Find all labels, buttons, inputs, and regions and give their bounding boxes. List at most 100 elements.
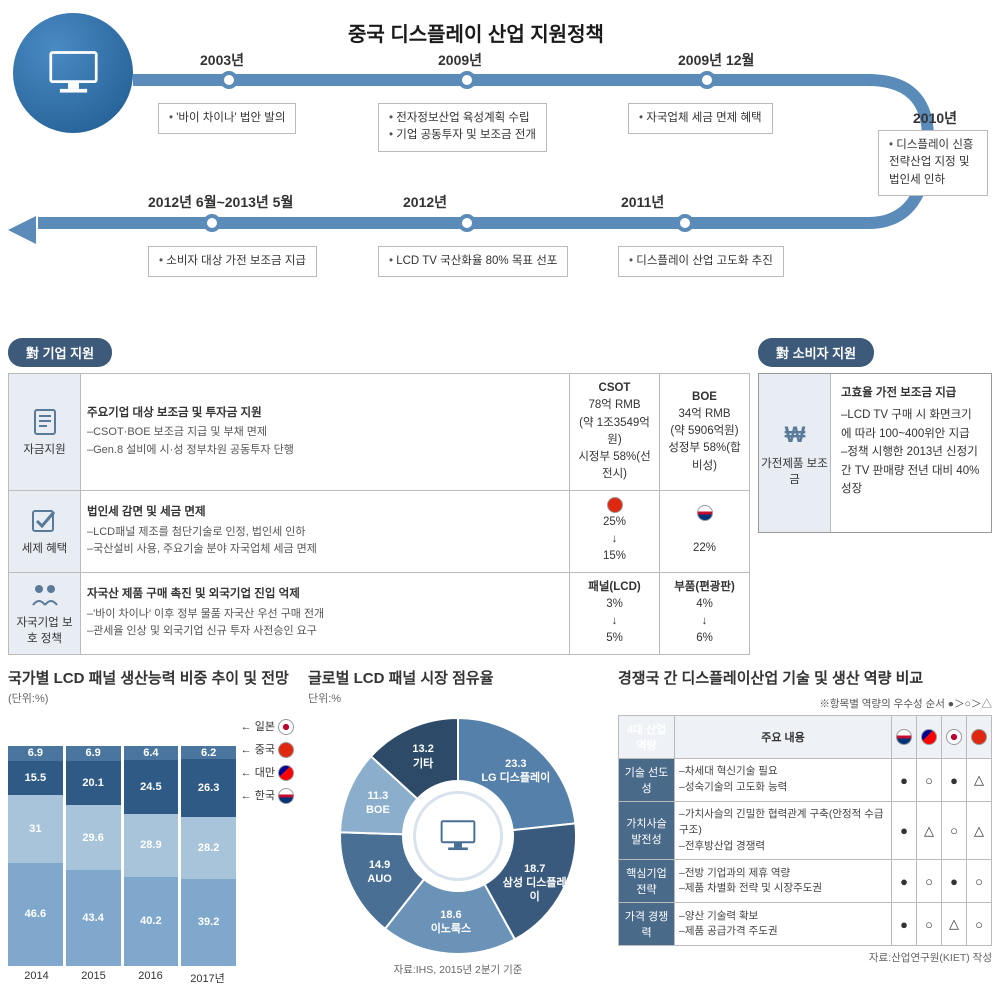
compare-title: 경쟁국 간 디스플레이산업 기술 및 생산 역량 비교 <box>618 669 992 689</box>
compare-symbol: ● <box>892 759 917 802</box>
support-category: 세제 혜택 <box>9 490 81 572</box>
bar-segment: 20.1 <box>66 761 121 805</box>
compare-flag-head <box>892 716 917 759</box>
bar-segment: 39.2 <box>181 879 236 965</box>
timeline-arrow <box>8 216 36 244</box>
bar-year-label: 2014 <box>8 970 65 986</box>
corp-tag: 對 기업 지원 <box>8 338 112 367</box>
check-icon <box>29 505 61 537</box>
bar-column: 40.228.924.56.4 <box>124 746 179 966</box>
compare-row-content: –양산 기술력 확보–제품 공급가격 주도권 <box>675 903 892 946</box>
doc-icon <box>29 406 61 438</box>
timeline-year: 2003년 <box>200 50 244 70</box>
bar-segment: 6.9 <box>8 746 63 761</box>
flag-icon <box>278 788 294 804</box>
compare-symbol: ○ <box>942 802 967 860</box>
compare-symbol: ● <box>942 860 967 903</box>
timeline-box: 자국업체 세금 면제 혜택 <box>628 103 773 134</box>
timeline-year: 2009년 <box>438 50 482 70</box>
timeline-node <box>458 71 476 89</box>
consumer-category: ₩가전제품 보조금 <box>759 374 831 532</box>
compare-symbol: ○ <box>917 759 942 802</box>
bar-segment: 26.3 <box>181 759 236 817</box>
support-category: 자금지원 <box>9 374 81 491</box>
legend-item: ← 대만 <box>241 762 294 785</box>
compare-flag-head <box>942 716 967 759</box>
bar-year-label: 2016 <box>122 970 179 986</box>
compare-row-cat: 핵심기업 전략 <box>619 860 675 903</box>
support-value: BOE34억 RMB(약 5906억원)성정부 58%(합비성) <box>660 374 750 491</box>
compare-row-content: –전방 기업과의 제휴 역량–제품 차별화 전략 및 시장주도권 <box>675 860 892 903</box>
stacked-title: 국가별 LCD 패널 생산능력 비중 추이 및 전망(단위:%) <box>8 669 298 708</box>
flag-icon <box>971 729 987 745</box>
bar-segment: 43.4 <box>66 870 121 965</box>
bar-year-label: 2017년 <box>179 970 236 986</box>
corporate-support: 對 기업 지원 자금지원주요기업 대상 보조금 및 투자금 지원–CSOT·BO… <box>8 338 750 655</box>
support-value: 부품(편광판)4%↓6% <box>660 572 750 654</box>
support-detail: 법인세 감면 및 세금 면제–LCD패널 제조를 첨단기술로 인정, 법인세 인… <box>81 490 570 572</box>
timeline: 중국 디스플레이 산업 지원정책 2003년'바이 차이나' 법안 발의2009… <box>8 8 992 328</box>
support-row: 對 기업 지원 자금지원주요기업 대상 보조금 및 투자금 지원–CSOT·BO… <box>8 338 992 655</box>
support-detail: 주요기업 대상 보조금 및 투자금 지원–CSOT·BOE 보조금 지급 및 부… <box>81 374 570 491</box>
support-detail: 자국산 제품 구매 촉진 및 외국기업 진입 억제–'바이 차이나' 이후 정부… <box>81 572 570 654</box>
timeline-year: 2012년 <box>403 192 447 212</box>
svg-text:₩: ₩ <box>784 422 805 447</box>
compare-panel: 경쟁국 간 디스플레이산업 기술 및 생산 역량 비교 ※항목별 역량의 우수성… <box>618 669 992 986</box>
compare-row-cat: 가치사슬 발전성 <box>619 802 675 860</box>
legend-item: ← 일본 <box>241 716 294 739</box>
compare-symbol: ● <box>892 903 917 946</box>
flag-icon <box>278 719 294 735</box>
flag-icon <box>607 497 623 513</box>
bar-segment: 6.9 <box>66 746 121 761</box>
timeline-year: 2009년 12월 <box>678 50 754 70</box>
consumer-tag: 對 소비자 지원 <box>758 338 874 367</box>
compare-content-head: 주요 내용 <box>675 716 892 759</box>
bar-segment: 31 <box>8 795 63 863</box>
support-value: 25%↓15% <box>570 490 660 572</box>
compare-row-content: –차세대 혁신기술 필요–성숙기술의 고도화 능력 <box>675 759 892 802</box>
compare-symbol: △ <box>967 802 992 860</box>
compare-symbol: ○ <box>917 903 942 946</box>
consumer-support: 對 소비자 지원 ₩가전제품 보조금고효율 가전 보조금 지급–LCD TV 구… <box>758 338 992 655</box>
compare-legend: ※항목별 역량의 우수성 순서 ●＞○＞△ <box>618 696 992 711</box>
support-value: 패널(LCD)3%↓5% <box>570 572 660 654</box>
flag-icon <box>946 729 962 745</box>
bar-column: 46.63115.56.9 <box>8 746 63 966</box>
compare-row-content: –가치사슬의 긴밀한 협력관계 구축(안정적 수급구조)–전후방산업 경쟁력 <box>675 802 892 860</box>
consumer-detail: 고효율 가전 보조금 지급–LCD TV 구매 시 화면크기에 따라 100~4… <box>831 374 991 532</box>
compare-row-cat: 가격 경쟁력 <box>619 903 675 946</box>
flag-icon <box>278 742 294 758</box>
bottom-row: 국가별 LCD 패널 생산능력 비중 추이 및 전망(단위:%) 46.6311… <box>8 669 992 986</box>
bar-year-label: 2015 <box>65 970 122 986</box>
compare-symbol: ● <box>892 860 917 903</box>
compare-source: 자료:산업연구원(KIET) 작성 <box>618 950 992 965</box>
timeline-box: 전자정보산업 육성계획 수립기업 공동투자 및 보조금 전개 <box>378 103 547 152</box>
bar-segment: 46.6 <box>8 863 63 966</box>
timeline-box: '바이 차이나' 법안 발의 <box>158 103 296 134</box>
donut-title: 글로벌 LCD 패널 시장 점유율단위:% <box>308 669 608 708</box>
flag-icon <box>896 729 912 745</box>
timeline-box: LCD TV 국산화율 80% 목표 선포 <box>378 246 568 277</box>
bar-segment: 28.9 <box>124 814 179 878</box>
flag-icon <box>697 505 713 521</box>
flag-icon <box>278 765 294 781</box>
bar-segment: 28.2 <box>181 817 236 879</box>
legend-item: ← 중국 <box>241 739 294 762</box>
bar-segment: 6.4 <box>124 746 179 760</box>
compare-symbol: ● <box>942 759 967 802</box>
timeline-box: 소비자 대상 가전 보조금 지급 <box>148 246 317 277</box>
compare-symbol: ○ <box>967 903 992 946</box>
timeline-box: 디스플레이 신흥전략산업 지정 및 법인세 인하 <box>878 130 988 196</box>
timeline-year: 2011년 <box>621 192 664 212</box>
donut-center-icon <box>413 791 503 881</box>
bar-segment: 15.5 <box>8 761 63 795</box>
bar-segment: 40.2 <box>124 877 179 965</box>
stacked-bar-panel: 국가별 LCD 패널 생산능력 비중 추이 및 전망(단위:%) 46.6311… <box>8 669 298 986</box>
support-value: 22% <box>660 490 750 572</box>
support-value: CSOT78억 RMB(약 1조3549억원)시정부 58%(선전시) <box>570 374 660 491</box>
timeline-node <box>698 71 716 89</box>
compare-flag-head <box>917 716 942 759</box>
people-icon <box>29 579 61 611</box>
bar-column: 43.429.620.16.9 <box>66 746 121 966</box>
compare-symbol: ● <box>892 802 917 860</box>
